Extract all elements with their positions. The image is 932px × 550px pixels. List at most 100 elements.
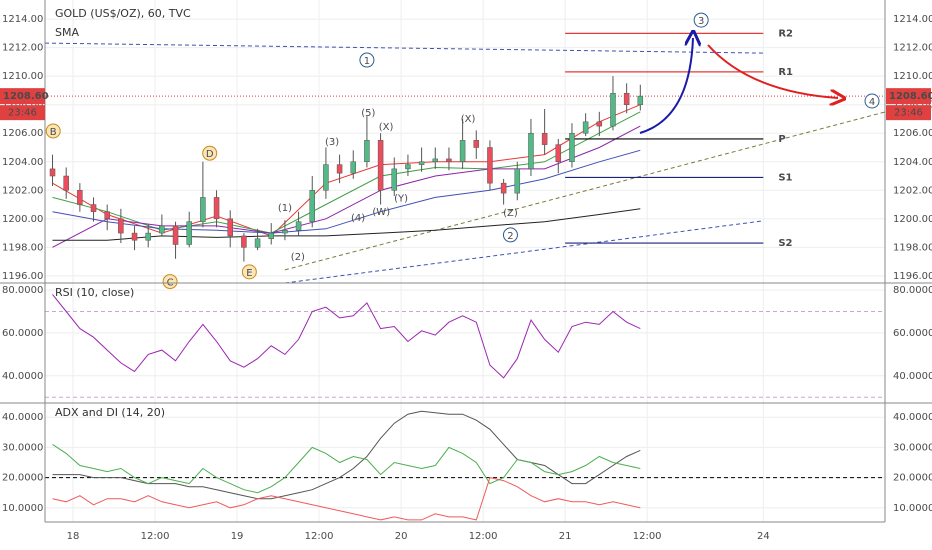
sma-line: [52, 208, 641, 241]
price-tag: [886, 88, 931, 105]
trendline: [284, 111, 886, 271]
wave-label: B: [50, 127, 57, 138]
candle-body: [90, 204, 97, 212]
indicator-line: [52, 410, 641, 500]
candle-body: [555, 144, 562, 163]
candle-body: [227, 218, 233, 237]
pane-title: ADX and DI (14, 20): [55, 406, 165, 419]
wave-label: 3: [698, 16, 704, 27]
y-tick-label: 1214.00: [2, 14, 43, 25]
y-tick-label: 10.0000: [2, 503, 43, 514]
y-tick-label: 60.0000: [2, 328, 43, 339]
frame: [0, 0, 932, 523]
candle-body: [63, 175, 69, 191]
y-tick-label: 1204.00: [2, 157, 43, 168]
candle-body: [200, 197, 206, 222]
candle-body: [213, 197, 220, 220]
y-tick-label: 80.0000: [893, 285, 932, 296]
y-tick-label: 1212.00: [893, 43, 932, 54]
y-tick-label: 30.0000: [2, 442, 43, 453]
wave-label: 4: [869, 97, 875, 108]
countdown-label: 23:46: [894, 108, 923, 119]
candle-body: [582, 121, 589, 134]
candle-body: [336, 164, 343, 174]
candle-body: [77, 190, 83, 205]
y-tick-label: 60.0000: [893, 328, 932, 339]
wave-label: (5): [361, 108, 375, 119]
wave-label: (Z): [503, 208, 518, 219]
candle-body: [186, 221, 192, 245]
candle-body: [118, 218, 124, 234]
candle-body: [541, 132, 548, 145]
y-tick-label: 1206.00: [2, 128, 43, 139]
wave-label: 2: [507, 231, 513, 242]
y-tick-label: 20.0000: [893, 473, 932, 484]
candle-body: [49, 168, 56, 177]
grid: [45, 0, 885, 522]
pivot-label: S1: [778, 172, 792, 183]
candle-body: [432, 158, 439, 163]
wave-circle: [693, 12, 709, 28]
y-tick-label: 1210.00: [2, 71, 43, 82]
x-tick-label: 12:00: [141, 531, 170, 542]
y-tick-label: 1198.00: [2, 242, 43, 253]
price-tag-label: 1208.60: [889, 91, 932, 102]
y-tick-label: 1196.00: [893, 271, 932, 282]
y-tick-label: 1200.00: [2, 214, 43, 225]
candle-body: [596, 121, 603, 127]
y-tick-label: 80.0000: [2, 285, 43, 296]
x-tick-label: 18: [67, 531, 80, 542]
wave-label: (2): [291, 252, 305, 263]
x-tick-label: 19: [231, 531, 244, 542]
indicator-line: [52, 294, 641, 379]
trendline: [284, 220, 763, 284]
wave-circle: [864, 93, 880, 109]
wave-label: (4): [351, 213, 365, 224]
candle-body: [159, 225, 165, 234]
y-tick-label: 1202.00: [2, 185, 43, 196]
sma-line: [52, 149, 641, 234]
y-tick-label: 40.0000: [893, 412, 932, 423]
y-tick-label: 1212.00: [2, 43, 43, 54]
wave-circle: [502, 227, 518, 243]
candle-body: [405, 164, 411, 170]
candle-body: [282, 229, 288, 234]
candle-body: [145, 232, 151, 241]
candle-body: [514, 168, 521, 194]
price-tag: [0, 88, 45, 105]
candle-body: [295, 221, 302, 231]
candle-body: [350, 161, 357, 174]
x-tick-label: 12:00: [633, 531, 662, 542]
y-tick-label: 1204.00: [893, 157, 932, 168]
wave-circle: [45, 123, 61, 139]
wave-label: (3): [325, 137, 339, 148]
wave-label: (Y): [394, 193, 408, 204]
wave-circle: [202, 145, 218, 161]
y-tick-label: 40.0000: [2, 371, 43, 382]
candle-body: [323, 164, 329, 191]
candle-body: [610, 93, 616, 127]
y-tick-label: 1200.00: [893, 214, 932, 225]
y-tick-label: 1210.00: [893, 71, 932, 82]
wave-label: D: [206, 149, 214, 160]
candle-body: [500, 182, 507, 194]
x-tick-label: 24: [757, 531, 770, 542]
sma-line: [52, 111, 641, 234]
pivot-label: P: [778, 134, 785, 145]
trendline: [44, 42, 764, 54]
candle-body: [268, 232, 274, 240]
x-tick-label: 12:00: [305, 531, 334, 542]
candle-body: [528, 132, 534, 170]
price-tag-label: 1208.60: [3, 91, 49, 102]
candle-body: [241, 235, 247, 248]
arrow-up: [639, 38, 693, 134]
wave-label: (X): [461, 114, 476, 125]
candle-body: [446, 158, 452, 163]
candle-body: [131, 232, 138, 241]
wave-label: (X): [379, 122, 394, 133]
pivot-label: R1: [778, 67, 793, 78]
x-tick-label: 21: [559, 531, 572, 542]
candle-body: [487, 147, 493, 184]
pivot-label: S2: [778, 238, 792, 249]
wave-circle: [359, 52, 375, 68]
